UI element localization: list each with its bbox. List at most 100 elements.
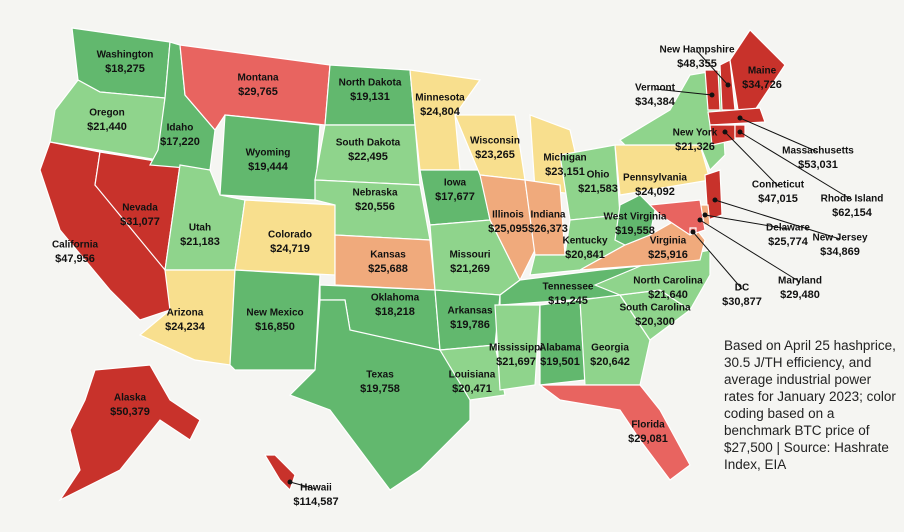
state-value: $25,916: [648, 249, 688, 261]
state-shape: [704, 69, 721, 111]
state-value: $19,786: [450, 319, 490, 331]
state-shape: [58, 364, 201, 502]
state-name: Maryland: [778, 276, 822, 287]
state-value: $19,758: [360, 383, 400, 395]
state-value: $47,956: [55, 253, 95, 265]
callout-dot: [737, 129, 743, 135]
state-value: $114,587: [293, 496, 338, 508]
state-name: Arizona: [167, 308, 204, 319]
state-shape: [263, 454, 296, 492]
callout-line: [654, 88, 713, 96]
state-name: North Carolina: [633, 276, 703, 287]
state-shape: [709, 124, 736, 146]
state-value: $20,300: [635, 316, 675, 328]
state-shape: [729, 29, 786, 111]
state-value: $34,384: [635, 96, 676, 108]
callout-line: [699, 219, 801, 283]
callout-line: [704, 214, 789, 230]
callout-line: [739, 117, 819, 153]
state-name: Missouri: [449, 250, 490, 261]
state-value: $34,726: [742, 79, 782, 91]
callout-dot: [690, 229, 696, 235]
state-name: Pennsylvania: [623, 173, 687, 184]
state-name: Nebraska: [352, 188, 397, 199]
state-value: $24,719: [270, 243, 310, 255]
state-value: $19,131: [350, 91, 390, 103]
callout-dot: [725, 82, 731, 88]
state-name: Colorado: [268, 230, 312, 241]
state-name: Tennessee: [543, 282, 594, 293]
state-shape: [619, 69, 726, 172]
state-name: Nevada: [122, 203, 158, 214]
state-name: Alabama: [539, 343, 581, 354]
state-name: Arkansas: [447, 306, 492, 317]
callout-line: [714, 199, 841, 240]
state-name: South Dakota: [336, 138, 401, 149]
state-name: DC: [735, 283, 749, 294]
state-name: Delaware: [766, 223, 810, 234]
state-shape: [229, 269, 321, 371]
state-shape: [538, 384, 691, 481]
state-value: $30,877: [722, 296, 762, 308]
state-value: $19,558: [615, 225, 655, 237]
state-name: Conneticut: [752, 180, 805, 191]
state-name: Oregon: [89, 108, 125, 119]
state-value: $18,218: [375, 306, 415, 318]
state-value: $17,220: [160, 136, 200, 148]
state-value: $29,081: [628, 433, 668, 445]
state-value: $26,373: [528, 223, 568, 235]
state-value: $19,245: [548, 295, 588, 307]
state-value: $25,095: [488, 223, 528, 235]
state-name: Florida: [631, 420, 665, 431]
state-name: New Jersey: [812, 233, 867, 244]
state-name: Kansas: [370, 250, 406, 261]
state-value: $21,183: [180, 236, 220, 248]
callout-dot: [697, 217, 703, 223]
state-shape: [707, 107, 766, 126]
state-name: Washington: [97, 50, 154, 61]
callout-dot: [709, 92, 715, 98]
callout-line: [692, 231, 743, 290]
state-shape: [288, 299, 471, 491]
state-name: Wyoming: [246, 148, 291, 159]
state-name: Kentucky: [562, 236, 607, 247]
state-shape: [479, 174, 536, 282]
state-shape: [579, 294, 651, 386]
state-name: Illinois: [492, 210, 524, 221]
state-name: Mississippi: [489, 343, 543, 354]
state-shape: [494, 304, 541, 391]
state-name: Rhode Island: [821, 194, 884, 205]
state-name: Michigan: [543, 153, 586, 164]
state-value: $29,765: [238, 86, 278, 98]
state-name: New Mexico: [246, 308, 303, 319]
state-value: $25,688: [368, 263, 408, 275]
callout-line: [289, 481, 317, 490]
state-name: Idaho: [167, 123, 194, 134]
state-value: $24,234: [165, 321, 206, 333]
state-name: Minnesota: [415, 93, 465, 104]
state-value: $62,154: [832, 207, 873, 219]
state-name: Oklahoma: [371, 293, 420, 304]
state-value: $53,031: [798, 159, 838, 171]
state-value: $20,471: [452, 383, 492, 395]
callout-dot: [712, 197, 718, 203]
state-value: $50,379: [110, 406, 150, 418]
state-name: Iowa: [444, 178, 467, 189]
state-name: Georgia: [591, 343, 629, 354]
state-name: New York: [673, 128, 718, 139]
state-value: $21,269: [450, 263, 490, 275]
state-value: $22,495: [348, 151, 388, 163]
callout-dot: [722, 129, 728, 135]
callout-dot: [702, 212, 708, 218]
state-value: $17,677: [435, 191, 475, 203]
state-name: Hawaii: [300, 483, 332, 494]
state-value: $31,077: [120, 216, 160, 228]
state-value: $21,440: [87, 121, 127, 133]
state-name: Texas: [366, 370, 394, 381]
state-value: $23,151: [545, 166, 585, 178]
state-value: $16,850: [255, 321, 295, 333]
callout-dot: [737, 115, 743, 121]
state-name: Alaska: [114, 393, 147, 404]
state-name: Utah: [189, 223, 211, 234]
